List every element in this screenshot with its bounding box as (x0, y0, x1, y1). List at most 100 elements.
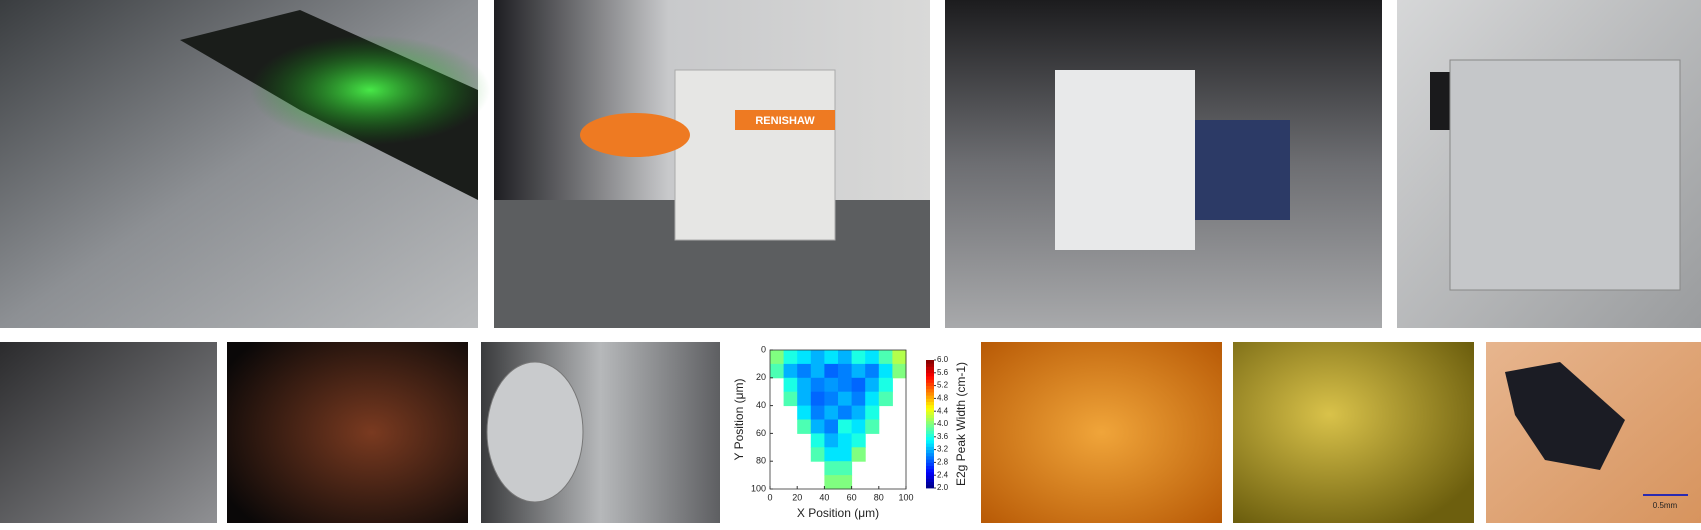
colorbar-step (926, 401, 934, 406)
heat-cell (865, 377, 880, 393)
heat-cell (824, 363, 839, 379)
photo-crystals-orange (981, 342, 1222, 523)
y-tick-label: 100 (751, 483, 766, 493)
heat-cell (838, 461, 853, 476)
x-axis-title: X Position (μm) (797, 506, 879, 520)
y-tick-label: 20 (756, 372, 766, 382)
colorbar-step (926, 459, 934, 463)
heat-cell (838, 377, 853, 393)
colorbar-step (926, 475, 934, 479)
heat-cell (838, 419, 853, 434)
colorbar-step (926, 424, 934, 428)
heat-cell (892, 363, 907, 379)
heat-cell (878, 363, 893, 379)
heat-cell (824, 350, 839, 365)
colorbar-step (926, 385, 934, 390)
colorbar-step (926, 446, 934, 450)
colorbar-step (926, 472, 934, 476)
heat-cell (783, 377, 798, 393)
heat-cell (824, 419, 839, 434)
heat-cell (865, 419, 880, 434)
heat-cell (865, 350, 880, 365)
scale-bar-label: 0.5mm (1653, 501, 1678, 510)
colorbar-step (926, 366, 934, 370)
heat-cell (838, 433, 853, 448)
brand-label: RENISHAW (755, 115, 815, 127)
heat-cell (783, 350, 798, 365)
colorbar-step (926, 484, 934, 489)
colorbar-tick-label: 4.4 (937, 406, 949, 415)
colorbar-tick-label: 2.4 (937, 470, 949, 479)
colorbar-tick-label: 3.2 (937, 445, 949, 454)
colorbar-step (926, 449, 934, 454)
orange-stripe (735, 110, 835, 130)
colorbar-title: E2g Peak Width (cm-1) (954, 362, 968, 486)
heat-cell (810, 433, 825, 448)
heat-cell (838, 475, 853, 490)
flake (1505, 362, 1625, 470)
heat-cell (770, 350, 785, 365)
heat-cell (810, 350, 825, 365)
x-tick-label: 60 (847, 492, 857, 502)
colorbar-step (926, 433, 934, 438)
colorbar-tick-label: 2.0 (937, 483, 949, 492)
colorbar-step (926, 440, 934, 444)
colorbar-step (926, 427, 934, 431)
y-tick-label: 60 (756, 428, 766, 438)
ftir-unit (1055, 70, 1195, 250)
colorbar-step (926, 462, 934, 466)
spectrometer-unit (1195, 120, 1290, 220)
heat-cell (824, 391, 839, 407)
colorbar-step (926, 369, 934, 374)
colorbar-step (926, 382, 934, 386)
heat-cell (851, 350, 866, 365)
colorbar-step (926, 411, 934, 415)
colorbar-tick-label: 5.2 (937, 381, 949, 390)
colorbar-step (926, 363, 934, 367)
colorbar-step (926, 392, 934, 396)
heat-cell (878, 377, 893, 393)
heat-cell (810, 391, 825, 407)
colorbar-tick-label: 6.0 (937, 355, 949, 364)
colorbar-step (926, 388, 934, 393)
heat-cell (838, 391, 853, 407)
colorbar-step (926, 436, 934, 441)
microscope-head (580, 113, 690, 157)
colorbar-step (926, 420, 934, 425)
heat-cell (851, 433, 866, 448)
colorbar-step (926, 430, 934, 434)
colorbar-step (926, 414, 934, 418)
heat-cell (851, 391, 866, 407)
heat-cell (797, 405, 812, 420)
colorbar-step (926, 468, 934, 473)
heat-cell (878, 350, 893, 365)
heat-cell (770, 363, 785, 379)
heat-cell (783, 391, 798, 407)
heat-cell (797, 391, 812, 407)
green-glow (250, 35, 490, 145)
colorbar-tick-label: 5.6 (937, 368, 949, 377)
colorbar-step (926, 481, 934, 486)
colorbar-step (926, 443, 934, 447)
heat-cell (797, 363, 812, 379)
colorbar-step (926, 372, 934, 377)
y-axis-title: Y Position (μm) (732, 378, 746, 460)
heat-cell (838, 350, 853, 365)
heat-cell (824, 377, 839, 393)
colorbar-step (926, 478, 934, 482)
heat-cell (824, 405, 839, 420)
colorbar-step (926, 417, 934, 422)
colorbar-step (926, 360, 934, 364)
heat-cell (810, 377, 825, 393)
heat-cell (838, 363, 853, 379)
x-tick-label: 100 (898, 492, 913, 502)
x-tick-label: 0 (767, 492, 772, 502)
photo-crystals-yellow (1233, 342, 1474, 523)
colorbar-step (926, 456, 934, 460)
colorbar-step (926, 465, 934, 470)
heat-cell (838, 447, 853, 462)
heat-cell (810, 363, 825, 379)
y-tick-label: 40 (756, 400, 766, 410)
